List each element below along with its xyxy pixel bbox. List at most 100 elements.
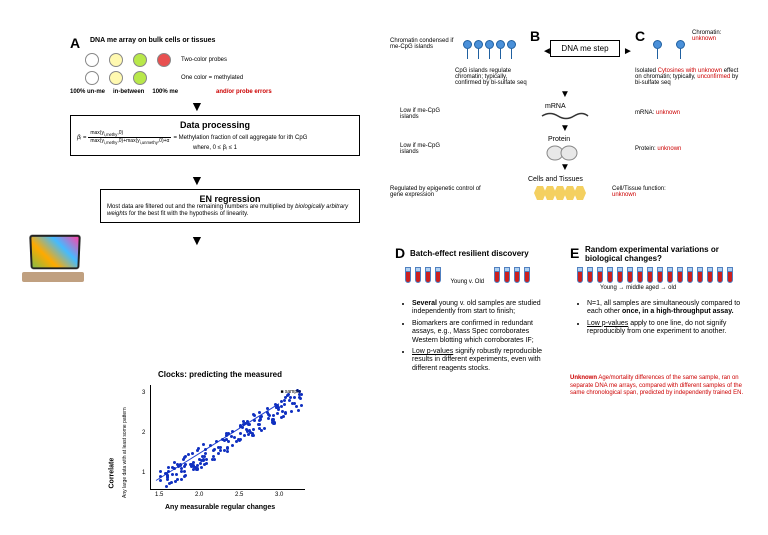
probe-circle <box>157 53 171 67</box>
probe-error-label: and/or probe errors <box>216 89 272 95</box>
scatter-point <box>233 436 236 439</box>
scatter-point <box>196 449 199 452</box>
xtick: 2.5 <box>235 492 243 498</box>
ytick: 3 <box>142 390 145 396</box>
scatter-point <box>253 419 256 422</box>
xtick: 2.0 <box>195 492 203 498</box>
scatter-point <box>260 415 263 418</box>
arrow-left-icon: ◄ <box>542 46 552 57</box>
scatter-point <box>271 421 274 424</box>
scatter-point <box>202 443 205 446</box>
panel-e-title: Random experimental variations or biolog… <box>585 245 755 263</box>
cells-label: Cells and Tissues <box>528 176 583 183</box>
arrow-icon: ▼ <box>560 124 570 134</box>
formula-desc: = Methylation fraction of cell aggregate… <box>173 135 307 141</box>
scatter-point <box>204 452 207 455</box>
low-protein: Low if me-CpG islands <box>400 143 455 155</box>
en-title: EN regression <box>107 194 353 204</box>
unknown-note: Unknown Age/mortality differences of the… <box>570 375 750 398</box>
probe-circle <box>133 53 147 67</box>
scatter-point <box>289 396 292 399</box>
scatter-point <box>239 432 242 435</box>
scatter-point <box>167 470 170 473</box>
chart-ylabel: Correlate <box>109 458 116 489</box>
scatter-point <box>212 449 215 452</box>
scatter-point <box>263 427 266 430</box>
one-color-label: One color = methylated <box>181 75 243 81</box>
scatter-point <box>293 396 296 399</box>
chromatin-b: Chromatin condensed if me-CpG islands <box>390 38 460 50</box>
panel-d-title: Batch-effect resilient discovery <box>410 249 529 258</box>
unme-label: 100% un-me <box>70 89 105 95</box>
isolated-desc: Isolated Cytosines with unknown effect o… <box>635 68 745 86</box>
scatter-point <box>176 478 179 481</box>
scatter-point <box>159 479 162 482</box>
protein-icon <box>545 144 581 162</box>
regulated: Regulated by epigenetic control of gene … <box>390 186 485 198</box>
arrow-icon: ▼ <box>190 173 204 187</box>
scatter-point <box>299 397 302 400</box>
scatter-point <box>247 433 250 436</box>
ytick: 2 <box>142 430 145 436</box>
en-regression-box: EN regression Most data are filtered out… <box>100 189 360 223</box>
mrna-label: mRNA <box>545 103 566 110</box>
xtick: 3.0 <box>275 492 283 498</box>
scatter-point <box>300 404 303 407</box>
scatter-point <box>239 438 242 441</box>
scatter-point <box>205 458 208 461</box>
scatter-point <box>266 407 269 410</box>
scatter-point <box>166 478 169 481</box>
arrow-icon: ▼ <box>190 99 204 113</box>
mrna-icon <box>540 110 590 122</box>
scatter-point <box>159 475 162 478</box>
low-mrna: Low if me-CpG islands <box>400 108 455 120</box>
scatter-point <box>252 428 255 431</box>
scatter-point <box>215 440 218 443</box>
ytick: 1 <box>142 470 145 476</box>
scatter-point <box>200 466 203 469</box>
scatter-point <box>295 405 298 408</box>
scatter-point <box>180 470 183 473</box>
scatter-point <box>280 405 283 408</box>
bullet: Low p-values signify robustly reproducib… <box>412 348 555 373</box>
age-label: Young → middle aged → old <box>600 285 676 291</box>
scatter-point <box>173 461 176 464</box>
scatter-point <box>167 466 170 469</box>
scatter-point <box>184 474 187 477</box>
scatter-point <box>290 410 293 413</box>
bullet: N=1, all samples are simultaneously comp… <box>587 300 750 317</box>
arrow-icon: ▼ <box>190 233 204 247</box>
scatter-point <box>173 467 176 470</box>
scatter-point <box>192 461 195 464</box>
cells-icon <box>535 186 585 205</box>
dna-me-step-box: DNA me step <box>550 40 620 57</box>
protein-label: Protein <box>548 136 570 143</box>
en-desc: Most data are filtered out and the remai… <box>107 204 348 217</box>
scatter-point <box>171 473 174 476</box>
scatter-point <box>260 429 263 432</box>
scatter-point <box>184 463 187 466</box>
scatter-point <box>251 434 254 437</box>
scatter-point <box>272 414 275 417</box>
scatter-point <box>227 440 230 443</box>
mrna-c: mRNA: unknown <box>635 110 680 116</box>
scatter-point <box>183 456 186 459</box>
scatter-point <box>267 417 270 420</box>
probe-circle <box>109 53 123 67</box>
panel-e-bullets: N=1, all samples are simultaneously comp… <box>575 300 750 340</box>
probe-circle <box>109 71 123 85</box>
scatter-point <box>282 415 285 418</box>
scatter-point <box>267 413 270 416</box>
bullet: Several young v. old samples are studied… <box>412 300 555 317</box>
scatter-point <box>170 481 173 484</box>
cellfn-c: Cell/Tissue function:unknown <box>612 186 666 198</box>
scatter-chart: Clocks: predicting the measured ■ sample… <box>120 370 320 520</box>
scatter-point <box>243 434 246 437</box>
panel-a-label: A <box>70 35 80 51</box>
scatter-point <box>183 470 186 473</box>
scatter-point <box>192 468 195 471</box>
bullet: Biomarkers are confirmed in redundant as… <box>412 320 555 345</box>
isolated-cytosines-icon <box>652 40 686 59</box>
chart-legend: ■ sample <box>280 389 301 395</box>
scatter-point <box>187 453 190 456</box>
